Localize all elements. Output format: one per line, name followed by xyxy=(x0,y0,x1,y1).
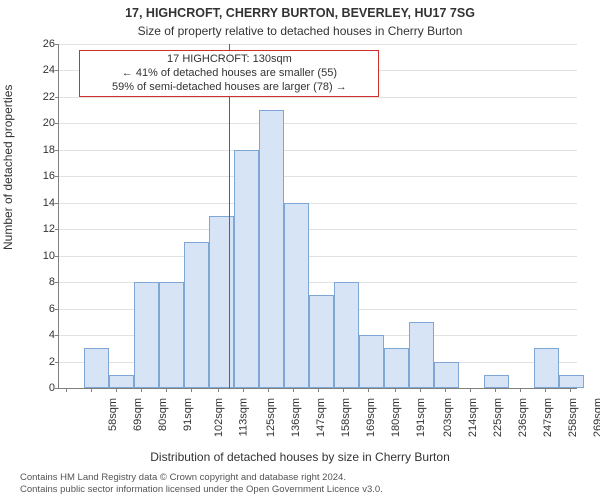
y-tick-label: 8 xyxy=(31,276,55,288)
x-tick-mark xyxy=(191,388,192,392)
x-tick-label: 180sqm xyxy=(390,394,402,437)
x-tick-label: 191sqm xyxy=(415,394,427,437)
histogram-bar xyxy=(559,375,584,388)
x-tick-mark xyxy=(66,388,67,392)
x-tick-mark xyxy=(166,388,167,392)
x-tick-label: 91sqm xyxy=(182,394,194,431)
x-tick-label: 247sqm xyxy=(542,394,554,437)
histogram-plot: 0246810121416182022242658sqm69sqm80sqm91… xyxy=(58,44,577,389)
x-tick-label: 203sqm xyxy=(442,394,454,437)
x-tick-mark xyxy=(343,388,344,392)
x-tick-mark xyxy=(218,388,219,392)
histogram-bar xyxy=(334,282,359,388)
y-tick-label: 0 xyxy=(31,382,55,394)
y-tick-label: 20 xyxy=(31,117,55,129)
y-tick-label: 16 xyxy=(31,170,55,182)
chart-subtitle: Size of property relative to detached ho… xyxy=(0,24,600,38)
histogram-bar xyxy=(159,282,184,388)
x-tick-label: 136sqm xyxy=(290,394,302,437)
x-tick-label: 125sqm xyxy=(265,394,277,437)
x-tick-mark xyxy=(570,388,571,392)
gridline-h xyxy=(59,123,577,124)
histogram-bar xyxy=(534,348,559,388)
credits-line-1: Contains HM Land Registry data © Crown c… xyxy=(20,472,590,484)
histogram-bar xyxy=(359,335,384,388)
histogram-bar xyxy=(109,375,134,388)
x-tick-mark xyxy=(293,388,294,392)
histogram-bar xyxy=(409,322,434,388)
gridline-h xyxy=(59,203,577,204)
gridline-h xyxy=(59,44,577,45)
histogram-bar xyxy=(284,203,309,388)
x-tick-label: 102sqm xyxy=(213,394,225,437)
gridline-h xyxy=(59,150,577,151)
gridline-h xyxy=(59,176,577,177)
x-tick-label: 269sqm xyxy=(592,394,600,437)
x-tick-mark xyxy=(545,388,546,392)
x-tick-mark xyxy=(420,388,421,392)
x-tick-label: 258sqm xyxy=(567,394,579,437)
x-tick-label: 214sqm xyxy=(467,394,479,437)
x-tick-mark xyxy=(91,388,92,392)
histogram-bar xyxy=(484,375,509,388)
x-tick-mark xyxy=(395,388,396,392)
x-tick-mark xyxy=(141,388,142,392)
x-tick-label: 225sqm xyxy=(492,394,504,437)
y-tick-label: 26 xyxy=(31,38,55,50)
y-tick-label: 24 xyxy=(31,64,55,76)
histogram-bar xyxy=(234,150,259,388)
y-tick-label: 4 xyxy=(31,329,55,341)
credits: Contains HM Land Registry data © Crown c… xyxy=(20,472,590,496)
annotation-line: 59% of semi-detached houses are larger (… xyxy=(86,81,372,95)
y-tick-label: 18 xyxy=(31,144,55,156)
x-tick-label: 158sqm xyxy=(340,394,352,437)
annotation-line: 17 HIGHCROFT: 130sqm xyxy=(86,53,372,67)
x-tick-label: 58sqm xyxy=(107,394,119,431)
x-tick-label: 69sqm xyxy=(132,394,144,431)
histogram-bar xyxy=(384,348,409,388)
annotation-box: 17 HIGHCROFT: 130sqm← 41% of detached ho… xyxy=(79,50,379,97)
y-tick-label: 12 xyxy=(31,223,55,235)
credits-line-2: Contains public sector information licen… xyxy=(20,484,590,496)
x-tick-label: 236sqm xyxy=(517,394,529,437)
x-tick-label: 113sqm xyxy=(237,394,249,436)
x-tick-mark xyxy=(116,388,117,392)
x-tick-mark xyxy=(318,388,319,392)
y-tick-label: 10 xyxy=(31,250,55,262)
gridline-h xyxy=(59,229,577,230)
histogram-bar xyxy=(184,242,209,388)
chart-title: 17, HIGHCROFT, CHERRY BURTON, BEVERLEY, … xyxy=(0,6,600,20)
x-tick-mark xyxy=(520,388,521,392)
histogram-bar xyxy=(309,295,334,388)
x-tick-mark xyxy=(495,388,496,392)
y-tick-label: 22 xyxy=(31,91,55,103)
x-tick-label: 169sqm xyxy=(365,394,377,437)
y-tick-label: 14 xyxy=(31,197,55,209)
x-tick-mark xyxy=(268,388,269,392)
gridline-h xyxy=(59,256,577,257)
y-tick-label: 6 xyxy=(31,303,55,315)
x-axis-label: Distribution of detached houses by size … xyxy=(0,450,600,464)
histogram-bar xyxy=(84,348,109,388)
x-tick-mark xyxy=(368,388,369,392)
x-tick-mark xyxy=(445,388,446,392)
x-tick-mark xyxy=(470,388,471,392)
histogram-bar xyxy=(134,282,159,388)
histogram-bar xyxy=(259,110,284,388)
y-axis-label: Number of detached properties xyxy=(1,85,15,250)
y-tick-label: 2 xyxy=(31,356,55,368)
annotation-line: ← 41% of detached houses are smaller (55… xyxy=(86,67,372,81)
x-tick-label: 80sqm xyxy=(157,394,169,431)
x-tick-label: 147sqm xyxy=(315,394,327,437)
histogram-bar xyxy=(434,362,459,388)
x-tick-mark xyxy=(243,388,244,392)
